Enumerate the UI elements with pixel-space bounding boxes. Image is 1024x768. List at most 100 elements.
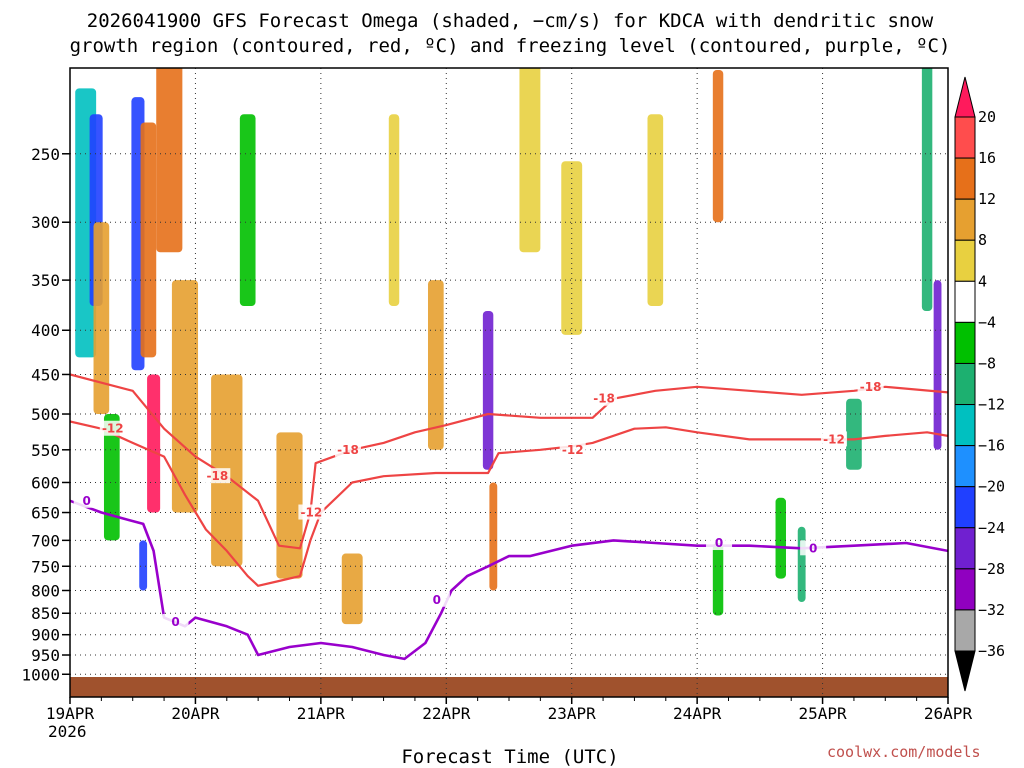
y-axis-ticks: 250 300 350 400 450 500 550 600 650 700 750 800 850 9… — [21, 145, 70, 684]
colorbar-label: 20 — [978, 108, 996, 126]
omega-blob — [93, 222, 110, 415]
colorbar-segment — [954, 609, 976, 652]
colorbar-label: −32 — [978, 601, 1005, 619]
colorbar-label: −20 — [978, 478, 1005, 496]
x-tick-label: 21APR — [297, 704, 346, 723]
omega-blob — [139, 540, 148, 591]
colorbar-bottom-arrow — [954, 650, 976, 692]
chart-title-line-1: 2026041900 GFS Forecast Omega (shaded, −… — [87, 10, 934, 32]
omega-blob — [140, 122, 157, 358]
colorbar-segment — [954, 239, 976, 282]
omega-blob — [239, 114, 256, 307]
contour-label: -18 — [206, 469, 228, 483]
y-tick-label: 400 — [31, 321, 60, 340]
contour-label: -12 — [301, 506, 323, 520]
colorbar-segment — [954, 157, 976, 200]
omega-blob — [647, 114, 664, 307]
y-tick-label: 800 — [31, 581, 60, 600]
colorbar-segment — [954, 568, 976, 611]
colorbar-label: −8 — [978, 354, 996, 372]
colorbar-segment — [954, 280, 976, 323]
x-axis-ticks: 19APR 20APR 21APR 22APR 23APR 24APR 25APR 26APR — [46, 697, 973, 723]
y-tick-label: 650 — [31, 504, 60, 523]
contour-label: -12 — [102, 422, 124, 436]
omega-blob — [712, 70, 724, 223]
y-tick-label: 350 — [31, 271, 60, 290]
y-tick-label: 1000 — [21, 665, 60, 684]
colorbar: 20 16 12 8 4 −4 −8 −12 −16 −20 −24 −28 −32 −36 — [954, 76, 1005, 692]
contour-label: 0 — [715, 536, 723, 550]
y-tick-label: 850 — [31, 604, 60, 623]
omega-blob — [489, 482, 498, 591]
colorbar-label: −12 — [978, 396, 1005, 414]
contour-label: 0 — [171, 615, 179, 629]
credit-text: coolwx.com/models — [827, 743, 981, 761]
contour-label-bg — [162, 613, 189, 629]
colorbar-segment — [954, 445, 976, 488]
x-tick-label: 23APR — [548, 704, 597, 723]
y-tick-label: 500 — [31, 405, 60, 424]
colorbar-label: −24 — [978, 519, 1005, 537]
x-tick-label: 26APR — [924, 704, 973, 723]
colorbar-segment — [954, 116, 976, 159]
y-tick-label: 750 — [31, 557, 60, 576]
contour-label: -18 — [337, 443, 359, 457]
omega-blob — [156, 68, 183, 253]
contour-label: 0 — [809, 541, 817, 555]
y-tick-label: 900 — [31, 626, 60, 645]
contour-label-bg — [857, 378, 884, 394]
contour-label-bg — [821, 431, 848, 447]
colorbar-label: 16 — [978, 149, 996, 167]
colorbar-label: −36 — [978, 642, 1005, 660]
ground-layer — [70, 677, 948, 697]
colorbar-segment — [954, 198, 976, 241]
contour-label-bg — [99, 420, 126, 436]
colorbar-segment — [954, 321, 976, 364]
omega-blob — [775, 497, 786, 579]
contour-label-bg — [73, 492, 100, 508]
chart-title-line-2: growth region (contoured, red, ºC) and f… — [70, 35, 951, 57]
colorbar-top-arrow — [954, 76, 976, 118]
colorbar-segment — [954, 362, 976, 406]
y-tick-label: 950 — [31, 646, 60, 665]
omega-blob — [712, 543, 724, 616]
contour-label-bg — [591, 390, 618, 406]
x-tick-label: 22APR — [422, 704, 471, 723]
contour-label-bg — [298, 504, 325, 520]
omega-blob — [427, 280, 444, 450]
contour-label: 0 — [433, 593, 441, 607]
colorbar-segment — [954, 404, 976, 447]
colorbar-label: −16 — [978, 437, 1005, 455]
contour-label-bg — [204, 468, 231, 484]
plot-area: -18 -18 -18 -18 -12 -12 -12 -12 0 0 0 0 0 250 300 350 4… — [21, 67, 973, 723]
y-tick-label: 300 — [31, 213, 60, 232]
omega-blob — [103, 414, 120, 541]
colorbar-label: −4 — [978, 313, 996, 331]
omega-blob — [933, 280, 942, 450]
omega-blob — [147, 374, 161, 513]
omega-blob — [797, 526, 806, 603]
omega-shading — [75, 68, 942, 625]
omega-blob — [482, 310, 494, 470]
contour-label-bg — [423, 591, 450, 607]
colorbar-label: 12 — [978, 190, 996, 208]
y-tick-label: 600 — [31, 473, 60, 492]
contour-label-bg — [334, 441, 361, 457]
omega-blob — [388, 114, 400, 307]
contour-label-bg — [706, 535, 733, 551]
y-tick-label: 550 — [31, 441, 60, 460]
contour-label-bg — [800, 540, 827, 556]
colorbar-label: 8 — [978, 231, 987, 249]
x-tick-label: 19APR — [46, 704, 95, 723]
contour-label-bg — [559, 441, 586, 457]
contour-label: -12 — [562, 443, 584, 457]
contour-label: -18 — [860, 380, 882, 394]
temperature-contours: -18 -18 -18 -18 -12 -12 -12 -12 0 0 0 0 0 — [70, 373, 948, 661]
omega-blob — [846, 398, 862, 470]
omega-blob — [341, 553, 363, 625]
x-axis-label: Forecast Time (UTC) — [401, 746, 618, 768]
colorbar-label: −28 — [978, 560, 1005, 578]
colorbar-segment — [954, 527, 976, 570]
omega-blob — [921, 68, 933, 311]
